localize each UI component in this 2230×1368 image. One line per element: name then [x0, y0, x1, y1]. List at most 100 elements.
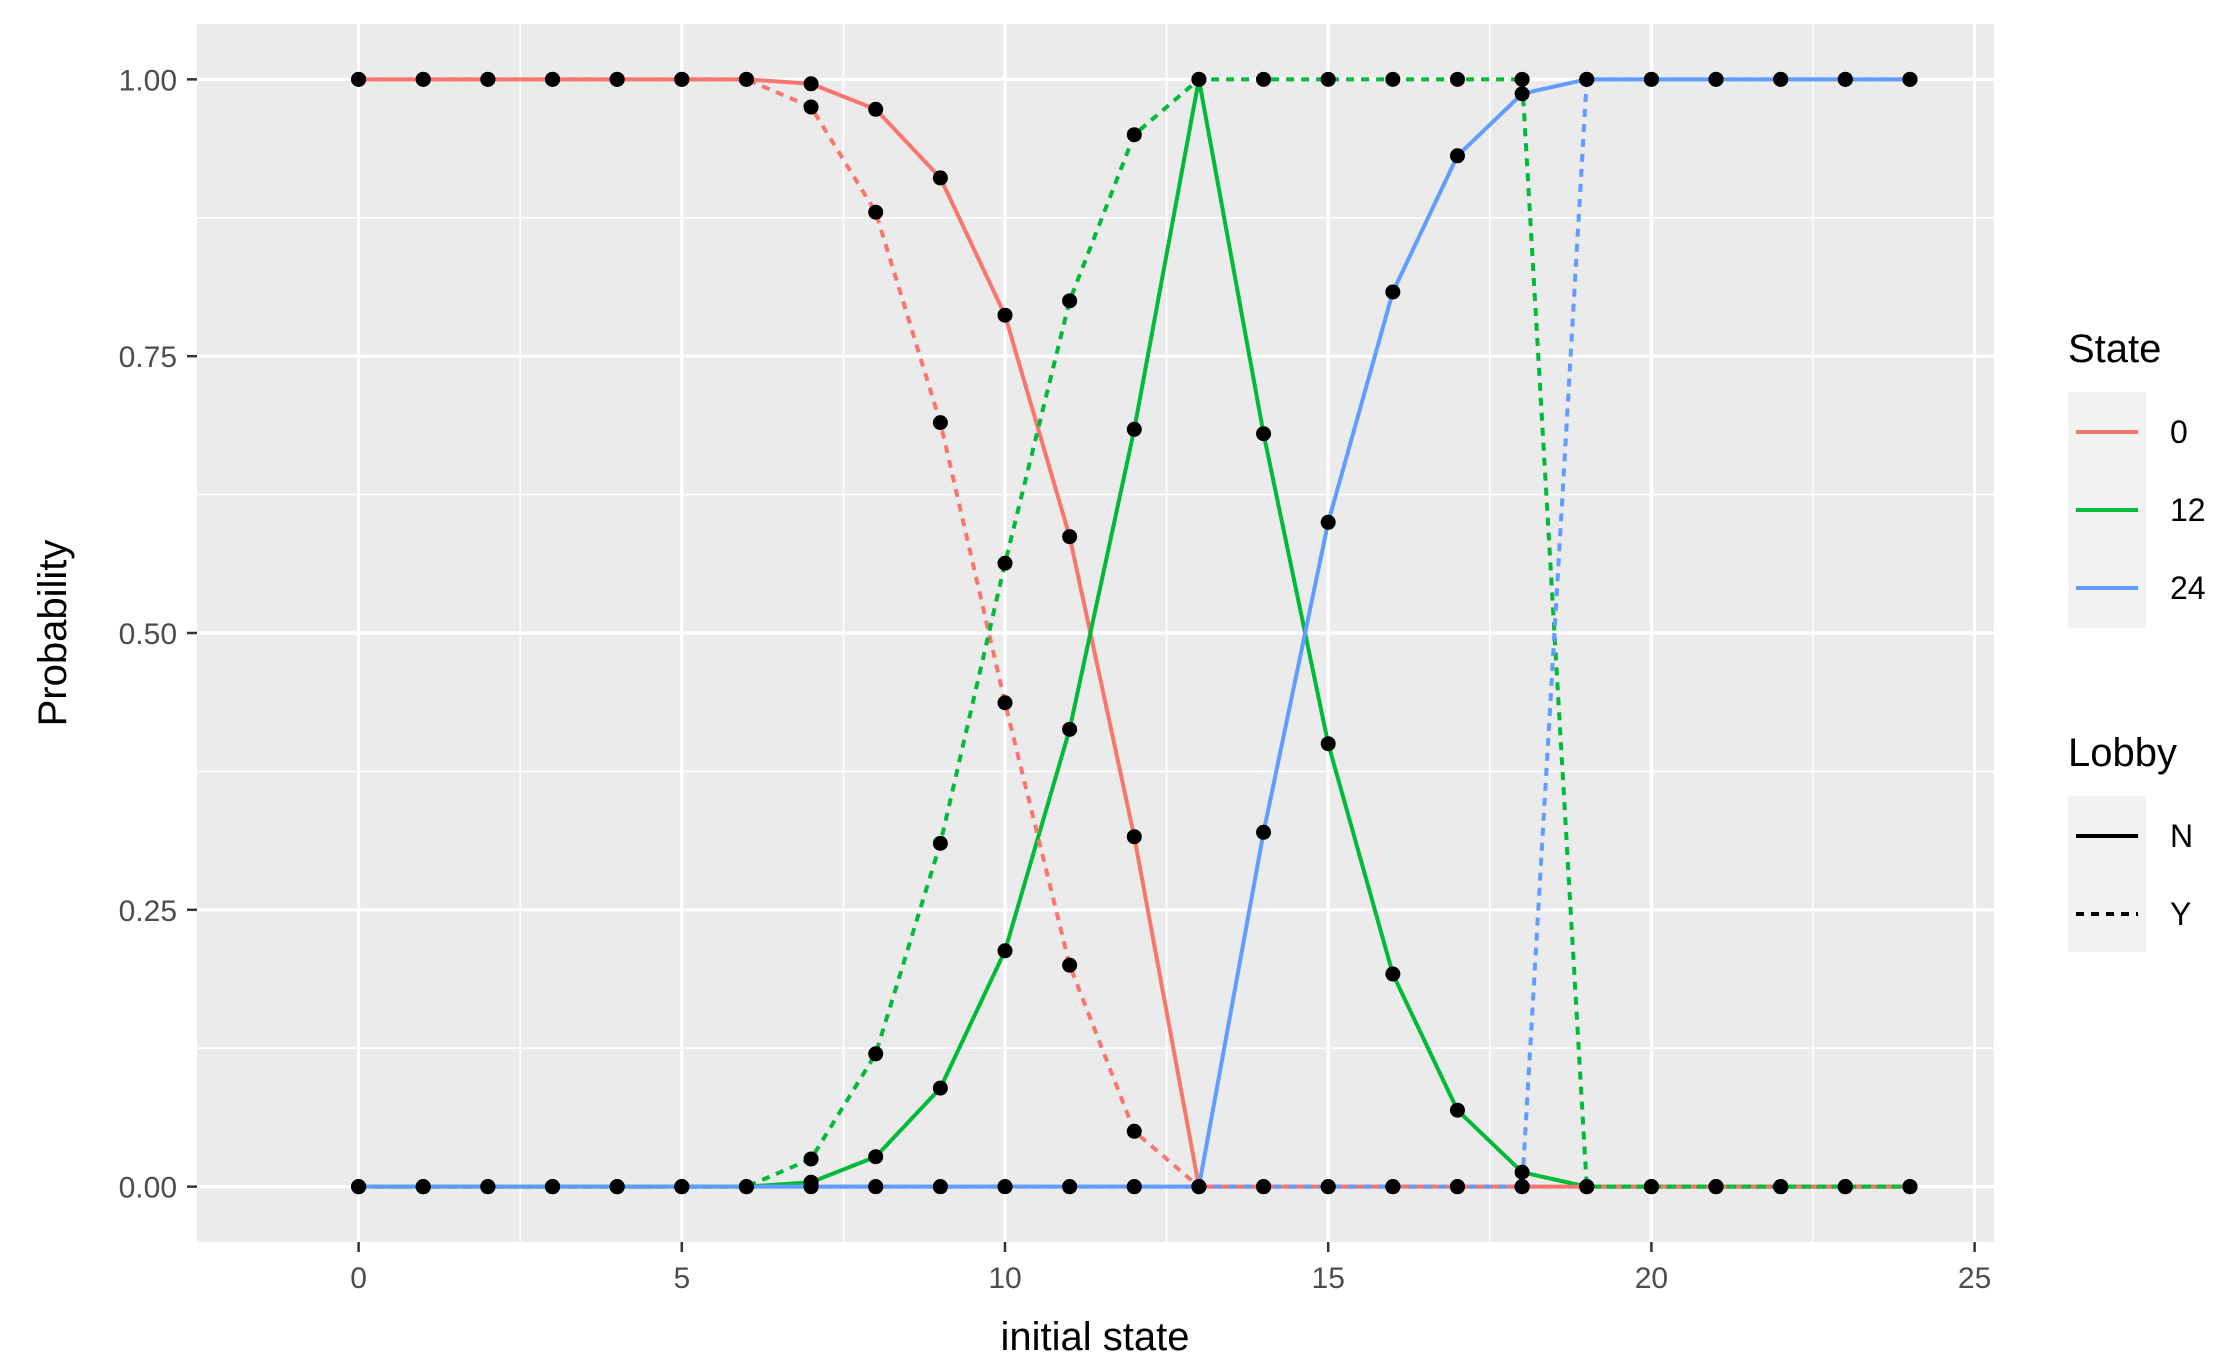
data-point — [1773, 1179, 1789, 1195]
data-point — [868, 1046, 884, 1062]
data-point — [1320, 1179, 1336, 1195]
data-point — [1191, 71, 1207, 87]
data-point — [351, 71, 367, 87]
data-point — [1256, 824, 1272, 840]
data-point — [1256, 1179, 1272, 1195]
data-point — [932, 415, 948, 431]
data-point — [1191, 1179, 1207, 1195]
legend-label-state-12: 12 — [2170, 492, 2206, 528]
data-point — [932, 1080, 948, 1096]
y-tick-label: 1.00 — [119, 64, 177, 97]
legend-lobby-items: NY — [2076, 818, 2193, 932]
data-point — [1126, 421, 1142, 437]
y-axis-title: Probability — [31, 540, 75, 727]
data-point — [1320, 514, 1336, 530]
data-point — [415, 1179, 431, 1195]
data-point — [545, 1179, 561, 1195]
x-tick-label: 5 — [673, 1262, 690, 1295]
data-point — [932, 835, 948, 851]
data-point — [1385, 71, 1401, 87]
data-point — [1062, 293, 1078, 309]
data-point — [545, 71, 561, 87]
y-tick-label: 0.50 — [119, 618, 177, 651]
data-point — [868, 204, 884, 220]
y-tick-label: 0.25 — [119, 895, 177, 928]
data-point — [997, 307, 1013, 323]
y-axis: 0.00 0.25 0.50 0.75 1.00 — [119, 64, 197, 1205]
data-point — [1643, 71, 1659, 87]
data-point — [1579, 1179, 1595, 1195]
data-point — [351, 1179, 367, 1195]
data-point — [1385, 966, 1401, 982]
data-point — [1643, 1179, 1659, 1195]
data-point — [1708, 1179, 1724, 1195]
data-point — [609, 1179, 625, 1195]
data-point — [1126, 829, 1142, 845]
data-point — [480, 1179, 496, 1195]
x-axis: 0 5 10 15 20 25 — [350, 1242, 1991, 1295]
data-point — [1126, 1179, 1142, 1195]
data-point — [1514, 71, 1530, 87]
data-point — [1385, 284, 1401, 300]
x-tick-label: 0 — [350, 1262, 367, 1295]
data-point — [1385, 1179, 1401, 1195]
data-point — [803, 76, 819, 92]
data-point — [868, 101, 884, 117]
data-point — [1062, 957, 1078, 973]
data-point — [1514, 1164, 1530, 1180]
data-point — [738, 71, 754, 87]
data-point — [1837, 71, 1853, 87]
data-point — [868, 1149, 884, 1165]
legend-state-items: 0 12 24 — [2076, 414, 2206, 606]
data-point — [803, 1151, 819, 1167]
data-point — [997, 695, 1013, 711]
data-point — [609, 71, 625, 87]
y-tick-label: 0.00 — [119, 1172, 177, 1205]
legend-label-lobby-Y: Y — [2170, 896, 2191, 932]
grid-minor — [197, 24, 1994, 1242]
data-point — [1449, 148, 1465, 164]
data-point — [1902, 71, 1918, 87]
y-tick-label: 0.75 — [119, 341, 177, 374]
data-point — [932, 1179, 948, 1195]
data-point — [480, 71, 496, 87]
legend-lobby-keys-bg — [2068, 796, 2146, 952]
data-point — [932, 170, 948, 186]
data-point — [674, 1179, 690, 1195]
x-tick-label: 10 — [988, 1262, 1021, 1295]
data-point — [1514, 1179, 1530, 1195]
legend-label-state-24: 24 — [2170, 570, 2206, 606]
data-point — [1126, 1123, 1142, 1139]
data-point — [1256, 426, 1272, 442]
x-tick-label: 15 — [1312, 1262, 1345, 1295]
data-point — [1062, 1179, 1078, 1195]
data-point — [1449, 1102, 1465, 1118]
data-point — [997, 1179, 1013, 1195]
data-point — [868, 1179, 884, 1195]
data-point — [1256, 71, 1272, 87]
data-point — [1449, 1179, 1465, 1195]
data-point — [738, 1179, 754, 1195]
legend-label-state-0: 0 — [2170, 414, 2188, 450]
data-point — [1514, 86, 1530, 102]
points-layer — [351, 71, 1918, 1195]
data-point — [1773, 71, 1789, 87]
data-point — [1062, 721, 1078, 737]
x-tick-label: 20 — [1635, 1262, 1668, 1295]
data-point — [1708, 71, 1724, 87]
data-point — [1062, 529, 1078, 545]
data-point — [1579, 71, 1595, 87]
data-point — [803, 1179, 819, 1195]
data-point — [415, 71, 431, 87]
data-point — [1320, 736, 1336, 752]
x-axis-title: initial state — [1001, 1315, 1190, 1359]
data-point — [1449, 71, 1465, 87]
data-point — [803, 99, 819, 115]
data-point — [997, 943, 1013, 959]
data-point — [997, 555, 1013, 571]
data-point — [1902, 1179, 1918, 1195]
data-point — [674, 71, 690, 87]
legend-label-lobby-N: N — [2170, 818, 2193, 854]
